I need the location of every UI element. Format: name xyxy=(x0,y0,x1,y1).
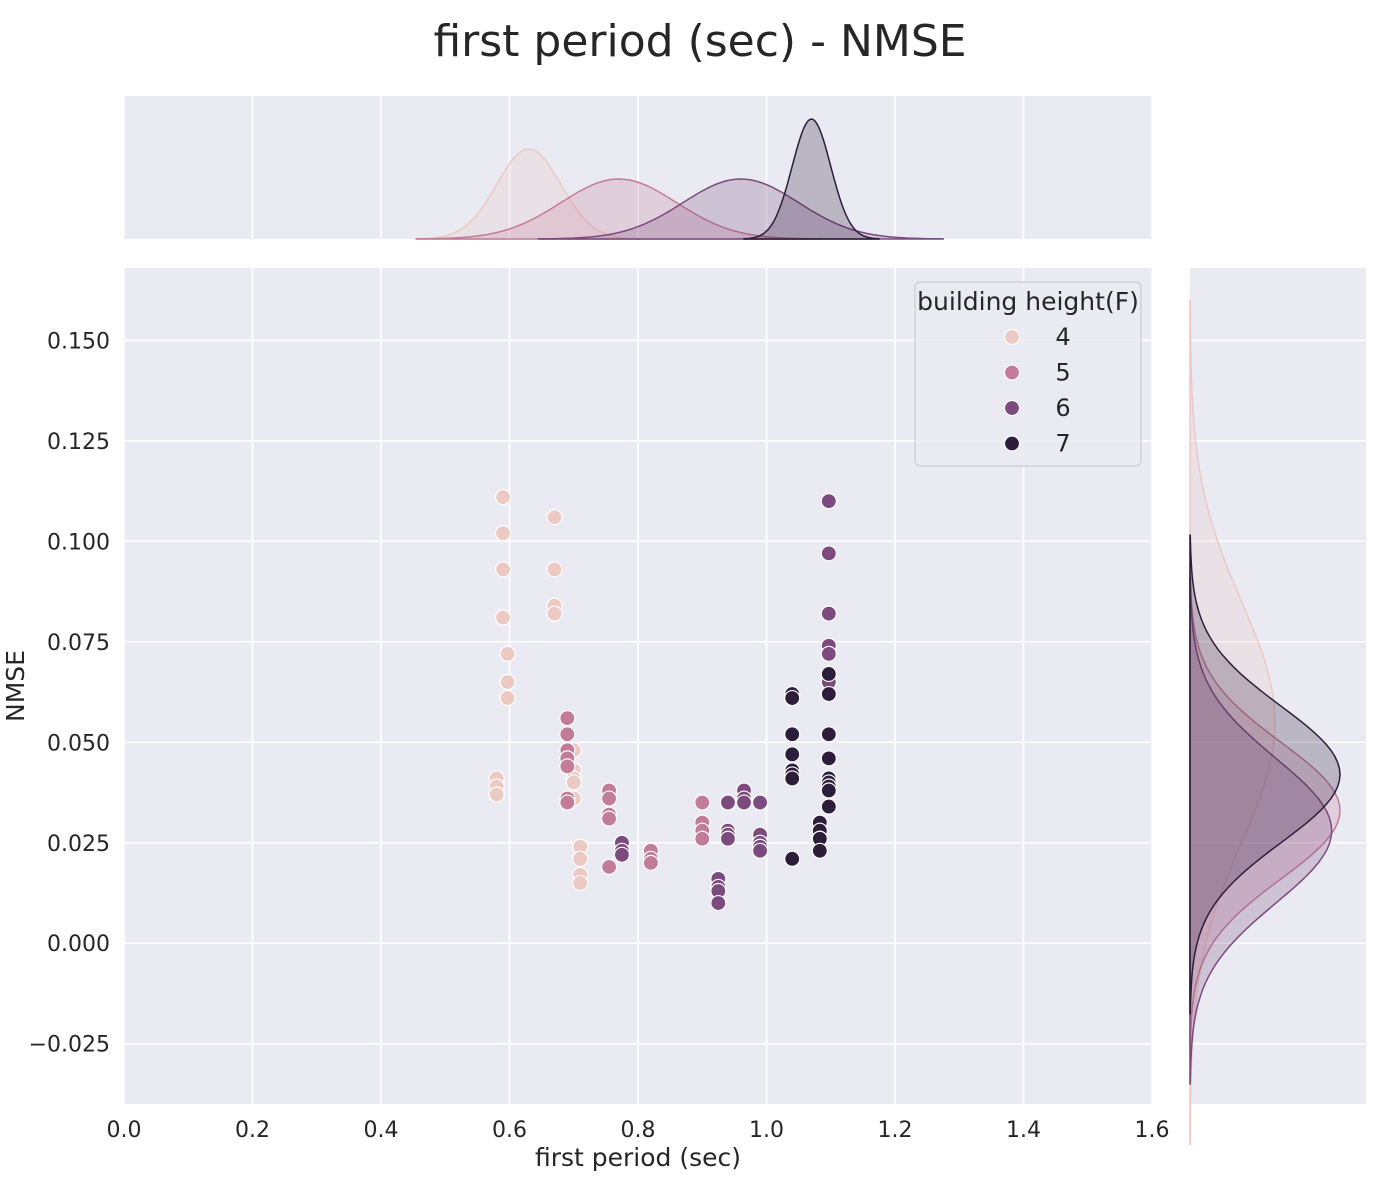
scatter-point-group-5 xyxy=(559,726,576,743)
scatter-point-group-6 xyxy=(820,545,837,562)
scatter-point-group-7 xyxy=(811,842,828,859)
scatter-point-group-6 xyxy=(751,842,769,859)
top-kde-group-5 xyxy=(415,178,822,240)
top-kde-group-6 xyxy=(537,178,944,240)
scatter-point-group-7 xyxy=(784,770,801,787)
scatter-point-group-5 xyxy=(600,858,618,875)
y-tick-label: 0.100 xyxy=(47,530,110,555)
scatter-point-group-7 xyxy=(820,685,837,703)
legend-label-group-6: 6 xyxy=(1055,394,1070,422)
scatter-point-group-5 xyxy=(694,794,711,811)
legend-label-group-4: 4 xyxy=(1055,323,1070,351)
scatter-point-group-6 xyxy=(735,794,753,811)
right-kde-group-4 xyxy=(1189,299,1276,1145)
right-kde-group-7 xyxy=(1189,534,1341,1015)
chart-title: first period (sec) - NMSE xyxy=(433,16,966,67)
top-marginal-panel xyxy=(123,96,1153,240)
top-kde-group-4 xyxy=(415,148,642,240)
scatter-point-group-4 xyxy=(494,488,512,506)
scatter-point-group-5 xyxy=(559,758,576,775)
y-tick-label: 0.025 xyxy=(47,832,110,857)
y-tick-label: −0.025 xyxy=(29,1033,110,1058)
legend-box xyxy=(914,281,1142,467)
y-tick-label: 0.000 xyxy=(47,932,110,957)
scatter-point-group-7 xyxy=(784,746,801,763)
scatter-point-group-5 xyxy=(600,810,618,827)
x-tick-label: 1.0 xyxy=(749,1118,784,1143)
scatter-point-group-7 xyxy=(820,782,837,799)
scatter-point-group-4 xyxy=(499,689,516,707)
y-axis-label: NMSE xyxy=(1,650,30,722)
legend-marker-group-6 xyxy=(1003,399,1021,417)
legend-marker-group-4 xyxy=(1003,328,1021,346)
right-kde-group-6 xyxy=(1189,576,1333,1085)
x-tick-label: 0.4 xyxy=(364,1118,399,1143)
scatter-point-group-7 xyxy=(784,850,801,867)
scatter-point-group-6 xyxy=(710,894,727,912)
scatter-point-group-7 xyxy=(820,726,837,743)
scatter-point-group-4 xyxy=(572,874,589,892)
scatter-point-group-4 xyxy=(565,774,582,791)
x-tick-label: 1.4 xyxy=(1006,1118,1041,1143)
y-tick-label: 0.150 xyxy=(47,329,110,354)
scatter-point-group-7 xyxy=(784,689,801,707)
legend-label-group-5: 5 xyxy=(1055,359,1070,387)
legend-title: building height(F) xyxy=(917,287,1139,316)
scatter-point-group-5 xyxy=(559,794,576,811)
scatter-point-group-6 xyxy=(820,493,837,510)
legend: building height(F) 4 5 6 7 xyxy=(914,281,1142,467)
scatter-point-group-7 xyxy=(784,726,801,743)
x-tick-label: 0.8 xyxy=(621,1118,656,1143)
top-kde-group-7 xyxy=(743,118,880,240)
scatter-point-group-5 xyxy=(694,830,711,847)
scatter-point-group-6 xyxy=(719,794,737,811)
x-tick-label: 0.2 xyxy=(235,1118,270,1143)
y-tick-label: 0.125 xyxy=(47,430,110,455)
scatter-point-group-4 xyxy=(494,525,512,542)
legend-marker-group-7 xyxy=(1003,435,1021,452)
scatter-point-group-7 xyxy=(820,750,837,767)
x-tick-label: 0.6 xyxy=(492,1118,527,1143)
scatter-point-group-4 xyxy=(494,561,512,578)
scatter-point-group-5 xyxy=(600,790,618,807)
scatter-point-group-4 xyxy=(546,605,563,622)
scatter-point-group-7 xyxy=(820,798,837,815)
scatter-point-group-6 xyxy=(719,830,737,847)
legend-marker-group-5 xyxy=(1003,364,1021,381)
y-tick-label: 0.050 xyxy=(47,731,110,756)
scatter-point-group-6 xyxy=(751,794,769,811)
x-tick-label: 1.2 xyxy=(878,1118,913,1143)
scatter-point-group-6 xyxy=(820,645,837,662)
scatter-point-group-7 xyxy=(820,665,837,683)
scatter-point-group-4 xyxy=(499,673,516,691)
scatter-point-group-4 xyxy=(499,645,516,662)
scatter-point-group-6 xyxy=(613,846,631,863)
scatter-point-group-5 xyxy=(559,710,576,727)
x-tick-label: 1.6 xyxy=(1135,1118,1170,1143)
scatter-point-group-6 xyxy=(820,605,837,622)
y-tick-label: 0.075 xyxy=(47,631,110,656)
legend-label-group-7: 7 xyxy=(1055,430,1070,458)
x-tick-label: 0.0 xyxy=(107,1118,142,1143)
scatter-point-group-4 xyxy=(546,509,563,526)
right-marginal-panel xyxy=(1189,268,1366,1145)
scatter-point-group-4 xyxy=(488,786,505,803)
main-plot-panel xyxy=(123,268,1153,1104)
right-kde-group-5 xyxy=(1189,570,1341,1051)
scatter-point-group-4 xyxy=(572,850,589,867)
x-axis-label: first period (sec) xyxy=(535,1143,741,1172)
scatter-point-group-4 xyxy=(494,609,512,626)
scatter-point-group-4 xyxy=(546,561,563,578)
scatter-point-group-5 xyxy=(642,854,659,871)
